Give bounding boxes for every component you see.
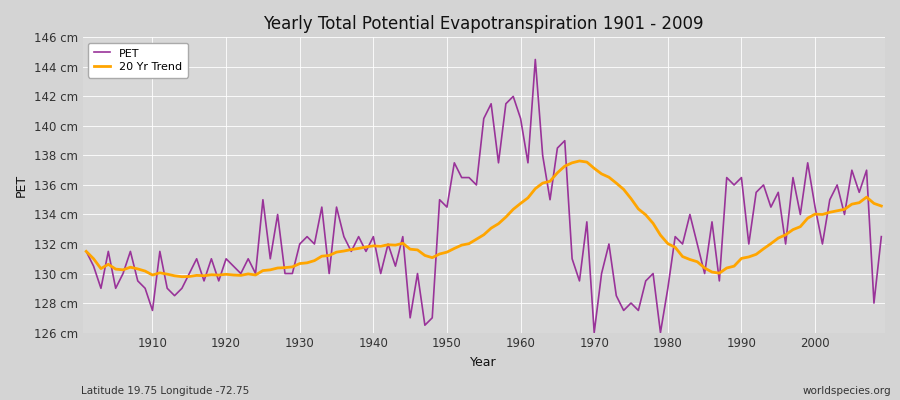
Title: Yearly Total Potential Evapotranspiration 1901 - 2009: Yearly Total Potential Evapotranspiratio… <box>264 15 704 33</box>
Legend: PET, 20 Yr Trend: PET, 20 Yr Trend <box>88 43 188 78</box>
20 Yr Trend <box>618 187 629 192</box>
20 Yr Trend <box>81 249 92 254</box>
20 Yr Trend <box>876 204 886 208</box>
Line: PET: PET <box>86 60 881 332</box>
20 Yr Trend <box>515 201 526 206</box>
PET <box>140 286 150 291</box>
Text: Latitude 19.75 Longitude -72.75: Latitude 19.75 Longitude -72.75 <box>81 386 249 396</box>
PET <box>589 330 599 335</box>
20 Yr Trend <box>140 269 150 274</box>
Y-axis label: PET: PET <box>15 173 28 196</box>
20 Yr Trend <box>574 158 585 163</box>
PET <box>530 57 541 62</box>
20 Yr Trend <box>176 274 187 279</box>
20 Yr Trend <box>523 196 534 200</box>
PET <box>508 94 518 99</box>
20 Yr Trend <box>353 246 364 251</box>
PET <box>346 249 356 254</box>
PET <box>618 308 629 313</box>
PET <box>81 249 92 254</box>
20 Yr Trend <box>309 258 320 263</box>
PET <box>515 116 526 121</box>
X-axis label: Year: Year <box>471 356 497 369</box>
Line: 20 Yr Trend: 20 Yr Trend <box>86 161 881 277</box>
Text: worldspecies.org: worldspecies.org <box>803 386 891 396</box>
PET <box>876 234 886 239</box>
PET <box>302 234 312 239</box>
